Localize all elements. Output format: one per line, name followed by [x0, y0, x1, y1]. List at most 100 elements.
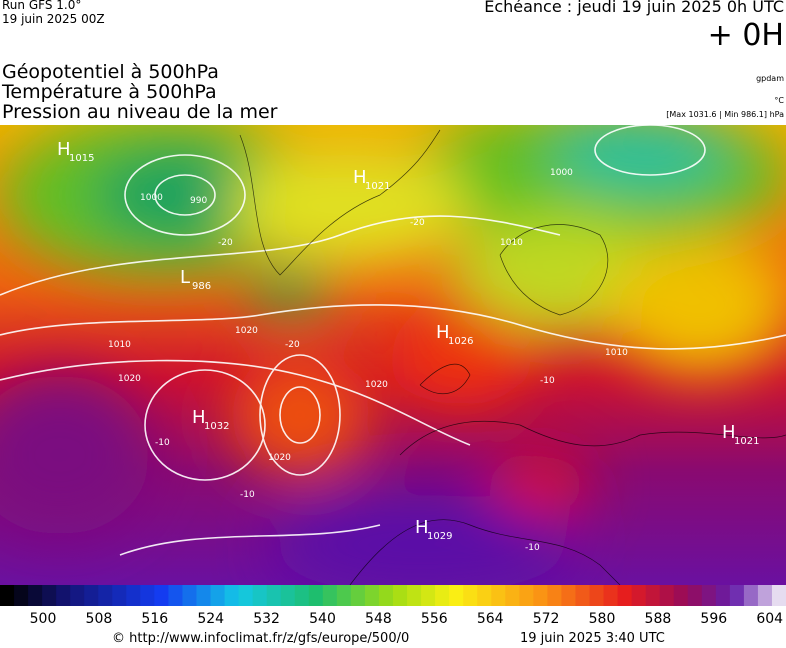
color-swatch — [673, 585, 689, 606]
color-swatch — [771, 585, 786, 606]
color-swatch — [210, 585, 226, 606]
color-swatch — [743, 585, 759, 606]
center-letter: H — [353, 167, 367, 188]
center-letter: H — [415, 517, 429, 538]
colorbar-label: 564 — [477, 611, 504, 627]
color-swatch — [266, 585, 282, 606]
run-date: 19 juin 2025 00Z — [2, 12, 105, 26]
center-value: 986 — [192, 281, 211, 292]
color-swatch — [98, 585, 113, 606]
color-swatch — [42, 585, 57, 606]
color-swatch — [280, 585, 296, 606]
run: Run GFS 1.0° — [2, 0, 82, 12]
color-swatch — [631, 585, 647, 606]
colorbar-label: 548 — [365, 611, 392, 627]
color-swatch — [350, 585, 366, 606]
contour-label: 1000 — [140, 193, 163, 203]
color-swatch — [701, 585, 717, 606]
issued: 19 juin 2025 3:40 UTC — [520, 631, 665, 646]
color-swatch — [575, 585, 590, 606]
contour-label: 1020 — [118, 374, 141, 384]
color-swatch — [224, 585, 240, 606]
offset: + 0H — [707, 18, 784, 53]
color-swatch — [561, 585, 576, 606]
contour-label: 1010 — [108, 340, 131, 350]
color-swatch — [336, 585, 352, 606]
color-swatch — [687, 585, 703, 606]
color-swatch — [463, 585, 478, 606]
contour-label: -20 — [285, 340, 300, 350]
extremes: [Max 1031.6 | Min 986.1] hPa — [666, 110, 784, 119]
color-swatch — [533, 585, 548, 606]
center-letter: H — [192, 407, 206, 428]
color-swatch — [617, 585, 633, 606]
title: Température à 500hPa — [2, 81, 217, 103]
color-swatch — [547, 585, 562, 606]
color-swatch — [238, 585, 254, 606]
contour-label: -10 — [240, 490, 255, 500]
contour-label: -10 — [155, 438, 170, 448]
color-swatch — [154, 585, 169, 606]
color-swatch — [322, 585, 338, 606]
contour-label: -20 — [218, 238, 233, 248]
colorbar-label: 500 — [30, 611, 57, 627]
contour-label: 1010 — [605, 348, 628, 358]
color-swatch — [491, 585, 506, 606]
contour-label: -10 — [525, 543, 540, 553]
center-letter: H — [722, 422, 736, 443]
colorbar-label: 516 — [141, 611, 168, 627]
color-swatch — [477, 585, 492, 606]
source: © http://www.infoclimat.fr/z/gfs/europe/… — [112, 631, 410, 646]
contour-label: 1020 — [235, 326, 258, 336]
color-swatch — [126, 585, 141, 606]
center-value: 1029 — [427, 531, 452, 542]
center-value: 1021 — [734, 436, 759, 447]
contour-label: -20 — [410, 218, 425, 228]
colorbar-label: 596 — [700, 611, 727, 627]
center-value: 1015 — [69, 153, 94, 164]
colorbar-label: 604 — [756, 611, 783, 627]
unit: gpdam — [756, 74, 784, 83]
colorbar-label: 532 — [253, 611, 280, 627]
color-swatch — [407, 585, 422, 606]
color-swatch — [182, 585, 197, 606]
colorbar-label: 588 — [645, 611, 672, 627]
title: Géopotentiel à 500hPa — [2, 61, 219, 83]
center-letter: L — [180, 267, 190, 288]
color-swatch — [715, 585, 731, 606]
color-swatch — [70, 585, 85, 606]
colorbar-label: 556 — [421, 611, 448, 627]
color-swatch — [0, 585, 15, 606]
color-swatch — [519, 585, 534, 606]
center-letter: H — [57, 139, 71, 160]
color-swatch — [112, 585, 127, 606]
color-swatch — [589, 585, 605, 606]
contour-label: 990 — [190, 196, 207, 206]
contour-label: 1000 — [550, 168, 573, 178]
color-swatch — [364, 585, 380, 606]
center-value: 1032 — [204, 421, 229, 432]
color-swatch — [421, 585, 436, 606]
color-swatch — [505, 585, 520, 606]
color-swatch — [56, 585, 71, 606]
color-swatch — [308, 585, 324, 606]
color-swatch — [196, 585, 212, 606]
color-swatch — [757, 585, 773, 606]
color-swatch — [168, 585, 183, 606]
color-swatch — [140, 585, 155, 606]
contour-label: 1020 — [365, 380, 388, 390]
colorbar-label: 572 — [533, 611, 560, 627]
color-swatch — [729, 585, 745, 606]
color-swatch — [393, 585, 408, 606]
colorbar-label: 580 — [589, 611, 616, 627]
color-swatch — [603, 585, 619, 606]
unit: °C — [774, 96, 784, 105]
color-swatch — [294, 585, 310, 606]
contour-label: 1020 — [268, 453, 291, 463]
colorbar: 500 508 516 524 532 540 548 556 564 572 580 588 596 6… — [0, 585, 786, 627]
colorbar-label: 540 — [309, 611, 336, 627]
contour-label: -10 — [540, 376, 555, 386]
color-swatch — [252, 585, 268, 606]
color-swatch — [645, 585, 661, 606]
